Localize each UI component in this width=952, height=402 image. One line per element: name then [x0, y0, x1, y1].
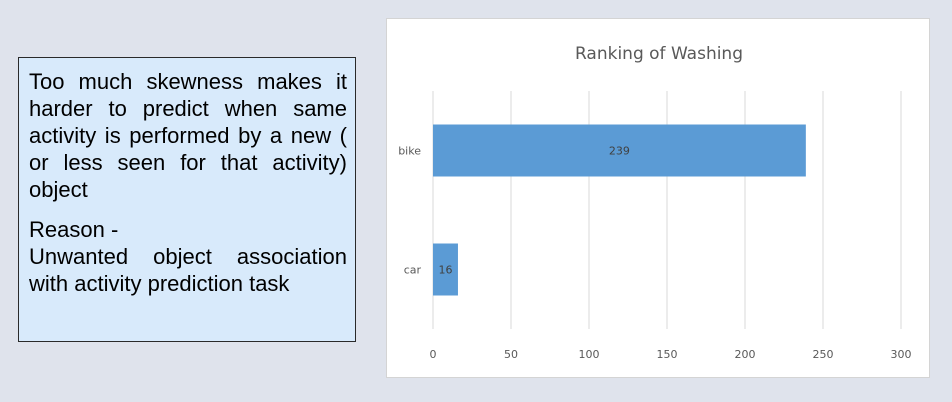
chart-panel: Ranking of Washing 0 50 100 150 200 250 300 bik…	[386, 18, 930, 378]
x-tick-label: 250	[813, 348, 834, 361]
data-label-bike: 239	[609, 145, 630, 158]
category-label-car: car	[404, 264, 422, 277]
bars	[433, 124, 806, 296]
x-tick-label: 150	[657, 348, 678, 361]
bar-chart: Ranking of Washing 0 50 100 150 200 250 300 bik…	[398, 44, 911, 362]
reason-paragraph: Reason - Unwanted object association wit…	[29, 216, 347, 297]
x-tick-label: 100	[579, 348, 600, 361]
x-tick-label: 50	[504, 348, 518, 361]
data-label-car: 16	[438, 264, 452, 277]
bar-car	[433, 243, 458, 296]
reason-title: Reason -	[29, 217, 119, 242]
reason-text: Unwanted object association with activit…	[29, 244, 347, 296]
chart-title: Ranking of Washing	[575, 44, 743, 64]
category-label-bike: bike	[398, 145, 421, 158]
labels: 0 50 100 150 200 250 300 bike 239 car 16	[398, 145, 911, 362]
x-tick-label: 0	[430, 348, 437, 361]
x-tick-label: 300	[891, 348, 912, 361]
x-tick-label: 200	[735, 348, 756, 361]
bar-bike	[433, 124, 806, 177]
explanation-textbox: Too much skewness makes it harder to pre…	[18, 57, 356, 342]
skewness-paragraph: Too much skewness makes it harder to pre…	[29, 69, 347, 202]
